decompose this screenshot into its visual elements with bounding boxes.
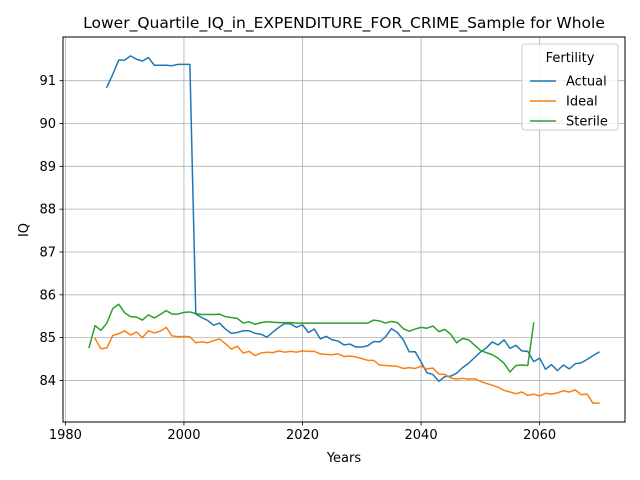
x-tick-label: 2020 bbox=[286, 428, 319, 443]
y-axis-label: IQ bbox=[17, 223, 32, 237]
legend-title: Fertility bbox=[546, 51, 595, 66]
y-axis: 84 85 86 87 88 89 90 91 bbox=[39, 74, 63, 389]
x-tick-label: 1980 bbox=[49, 428, 82, 443]
x-tick-label: 2060 bbox=[523, 428, 556, 443]
y-tick-label: 86 bbox=[39, 288, 56, 303]
legend-label-sterile: Sterile bbox=[566, 115, 608, 130]
plot-frame bbox=[62, 36, 626, 423]
x-tick-label: 2000 bbox=[167, 428, 200, 443]
x-axis: 1980 2000 2020 2040 2060 bbox=[49, 422, 556, 443]
legend-box bbox=[521, 43, 619, 131]
series-line-sterile bbox=[88, 303, 535, 373]
legend-label-ideal: Ideal bbox=[566, 95, 598, 110]
x-tick-label: 2040 bbox=[405, 428, 438, 443]
x-axis-label: Years bbox=[326, 451, 362, 466]
legend-items: Actual Ideal Sterile bbox=[530, 75, 608, 130]
y-tick-label: 90 bbox=[39, 117, 56, 132]
legend: Fertility Actual Ideal Sterile bbox=[521, 43, 619, 131]
y-tick-label: 89 bbox=[39, 160, 56, 175]
series-lines bbox=[88, 55, 600, 404]
y-tick-label: 87 bbox=[39, 245, 56, 260]
y-tick-label: 91 bbox=[39, 74, 56, 89]
y-tick-label: 88 bbox=[39, 203, 56, 218]
legend-label-actual: Actual bbox=[566, 75, 607, 90]
y-tick-label: 84 bbox=[39, 374, 56, 389]
series-line-ideal bbox=[93, 326, 600, 404]
chart-title: Lower_Quartile_IQ_in_EXPENDITURE_FOR_CRI… bbox=[83, 14, 605, 33]
y-tick-label: 85 bbox=[39, 331, 56, 346]
series-line-actual bbox=[105, 55, 600, 383]
